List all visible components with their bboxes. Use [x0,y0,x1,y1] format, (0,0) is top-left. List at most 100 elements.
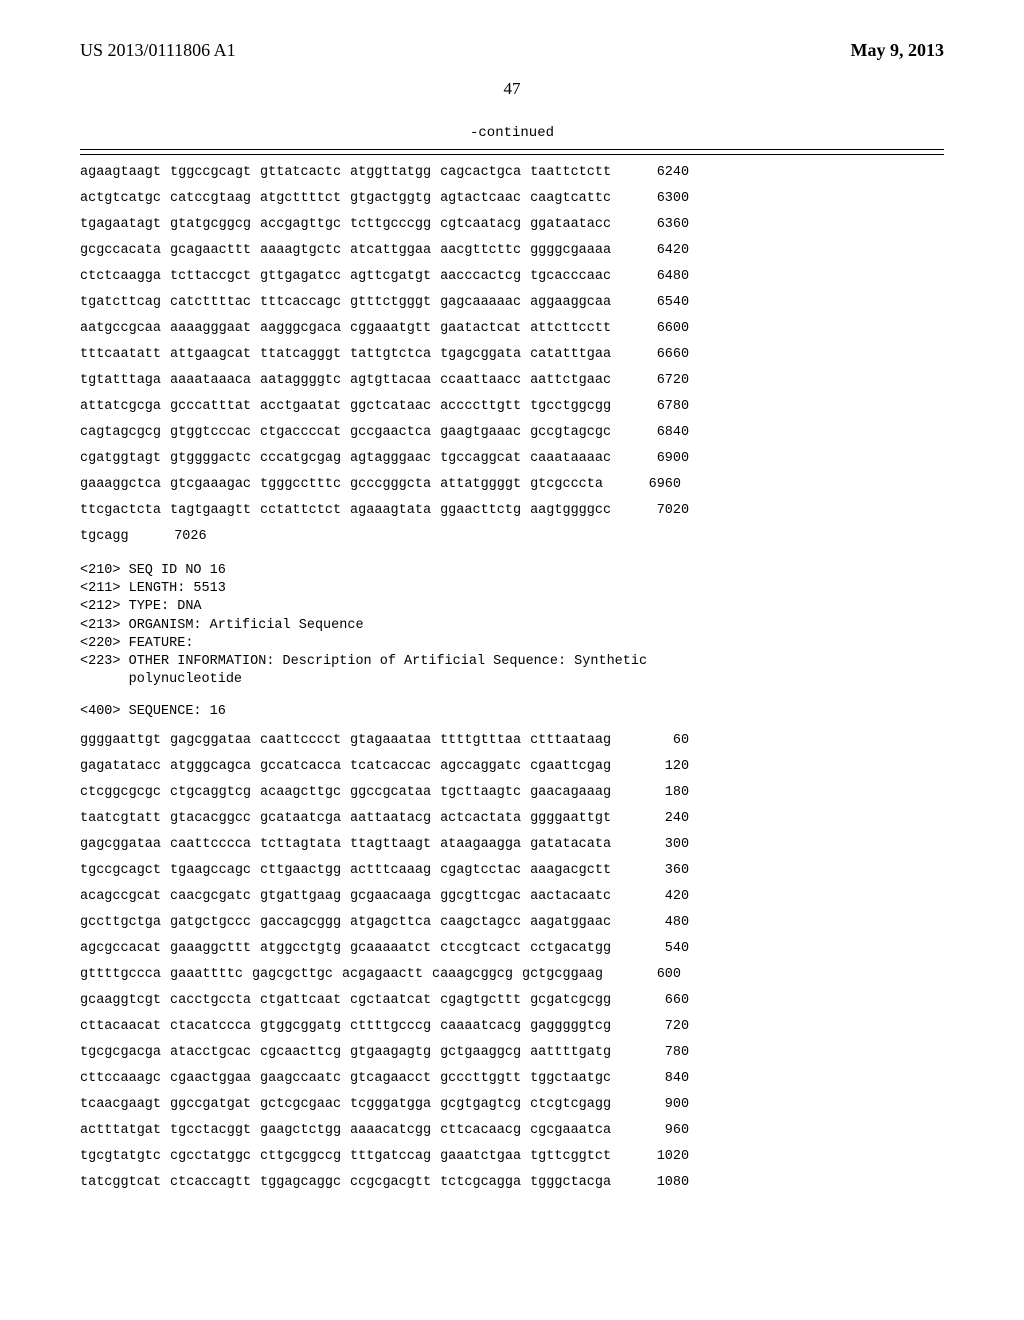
sequence-position: 6660 [639,347,689,362]
sequence-row: tcaacgaagtggccgatgatgctcgcgaactcgggatgga… [80,1097,944,1112]
sequence-row: gagcggataacaattccccatcttagtatattagttaagt… [80,837,944,852]
sequence-group: atacctgcac [170,1045,251,1060]
sequence-row: gccttgctgagatgctgcccgaccagcgggatgagcttca… [80,915,944,930]
sequence-groups: ttcgactctatagtgaagttcctattctctagaaagtata… [80,503,611,518]
sequence-group: cgcctatggc [170,1149,251,1164]
sequence-position: 240 [639,811,689,826]
sequence-row: gaaaggctcagtcgaaagactgggcctttcgcccgggcta… [80,477,944,492]
sequence-row: tgccgcagcttgaagccagccttgaactggactttcaaag… [80,863,944,878]
sequence-group: catccgtaag [170,191,251,206]
sequence-group: gtagaaataa [350,733,431,748]
sequence-group: cttcacaacg [440,1123,521,1138]
sequence-group: cgcgaaatca [530,1123,611,1138]
sequence-groups: agaagtaagttggccgcagtgttatcactcatggttatgg… [80,165,611,180]
sequence-group: ggccgatgat [170,1097,251,1112]
sequence-group: cgcaacttcg [260,1045,341,1060]
sequence-group: acgagaactt [342,967,423,982]
sequence-groups: actgtcatgccatccgtaagatgcttttctgtgactggtg… [80,191,611,206]
sequence-groups: tgccgcagcttgaagccagccttgaactggactttcaaag… [80,863,611,878]
sequence-group: tgcctggcgg [530,399,611,414]
sequence-group: gaacagaaag [530,785,611,800]
sequence-group: cgagtcctac [440,863,521,878]
sequence-row: actttatgattgcctacggtgaagctctggaaaacatcgg… [80,1123,944,1138]
sequence-group: ctgaccccat [260,425,341,440]
sequence-position: 840 [639,1071,689,1086]
sequence-position: 60 [639,733,689,748]
sequence-group: gccatcacca [260,759,341,774]
sequence-position: 480 [639,915,689,930]
sequence-group: gagcgcttgc [252,967,333,982]
sequence-group: gcccgggcta [350,477,431,492]
sequence-row: gcaaggtcgtcacctgcctactgattcaatcgctaatcat… [80,993,944,1008]
sequence-row: agcgccacatgaaaggctttatggcctgtggcaaaaatct… [80,941,944,956]
sequence-row: cttccaaagccgaactggaagaagccaatcgtcagaacct… [80,1071,944,1086]
sequence-group: ggaacttctg [440,503,521,518]
sequence-position: 6780 [639,399,689,414]
sequence-group: ccaattaacc [440,373,521,388]
sequence-group: caattcccct [260,733,341,748]
sequence-group: cctgacatgg [530,941,611,956]
sequence-group: ctccgtcact [440,941,521,956]
sequence-group: gtcgaaagac [170,477,251,492]
sequence-row: tgcgtatgtccgcctatggccttgcggccgtttgatccag… [80,1149,944,1164]
sequence-row: cgatggtagtgtggggactccccatgcgagagtagggaac… [80,451,944,466]
sequence-group: gaatactcat [440,321,521,336]
sequence-group: attatcgcga [80,399,161,414]
sequence-group: gaaaggctca [80,477,161,492]
sequence-groups: gaaaggctcagtcgaaagactgggcctttcgcccgggcta… [80,477,603,492]
sequence-block-top: agaagtaagttggccgcagtgttatcactcatggttatgg… [80,165,944,544]
sequence-position: 300 [639,837,689,852]
sequence-group: cgaattcgag [530,759,611,774]
sequence-group: gtggcggatg [260,1019,341,1034]
sequence-group: tgagcggata [440,347,521,362]
sequence-group: catcttttac [170,295,251,310]
sequence-group: ttttgtttaa [440,733,521,748]
sequence-group: tgcacccaac [530,269,611,284]
sequence-group: atggttatgg [350,165,431,180]
sequence-group: ggcgttcgac [440,889,521,904]
sequence-group: tttgatccag [350,1149,431,1164]
sequence-group: cttttgcccg [350,1019,431,1034]
sequence-group: caacgcgatc [170,889,251,904]
sequence-group: gtacacggcc [170,811,251,826]
sequence-group: tcttagtata [260,837,341,852]
sequence-row: tgatcttcagcatcttttactttcaccagcgtttctgggt… [80,295,944,310]
sequence-group: taatcgtatt [80,811,161,826]
sequence-group: agccaggatc [440,759,521,774]
sequence-group: ggggaattgt [530,811,611,826]
sequence-group: gcaaaaatct [350,941,431,956]
sequence-group: accgagttgc [260,217,341,232]
sequence-position: 960 [639,1123,689,1138]
sequence-group: tcaacgaagt [80,1097,161,1112]
sequence-groups: gttttgcccagaaattttcgagcgcttgcacgagaacttc… [80,967,603,982]
sequence-groups: cagtagcgcggtggtcccacctgaccccatgccgaactca… [80,425,611,440]
sequence-groups: tgcgcgacgaatacctgcaccgcaacttcggtgaagagtg… [80,1045,611,1060]
sequence-group: tagtgaagtt [170,503,251,518]
sequence-group: gatgctgccc [170,915,251,930]
sequence-group: tattgtctca [350,347,431,362]
sequence-group: ctcaccagtt [170,1175,251,1190]
sequence-group: gccgaactca [350,425,431,440]
sequence-position: 6360 [639,217,689,232]
sequence-group: aattctgaac [530,373,611,388]
sequence-group: ggataatacc [530,217,611,232]
sequence-group: ctcgtcgagg [530,1097,611,1112]
sequence-group: taattctctt [530,165,611,180]
sequence-group: tgcgtatgtc [80,1149,161,1164]
sequence-groups: tttcaatattattgaagcatttatcagggttattgtctca… [80,347,611,362]
sequence-group: gttatcactc [260,165,341,180]
sequence-groups: tgagaatagtgtatgcggcgaccgagttgctcttgcccgg… [80,217,611,232]
sequence-groups: gagatataccatgggcagcagccatcaccatcatcaccac… [80,759,611,774]
sequence-groups: actttatgattgcctacggtgaagctctggaaaacatcgg… [80,1123,611,1138]
sequence-position: 360 [639,863,689,878]
sequence-group: gccttgctga [80,915,161,930]
sequence-groups: gagcggataacaattccccatcttagtatattagttaagt… [80,837,611,852]
sequence-position: 6900 [639,451,689,466]
sequence-groups: attatcgcgagcccatttatacctgaatatggctcataac… [80,399,611,414]
sequence-group: tcttaccgct [170,269,251,284]
sequence-group: tgagaatagt [80,217,161,232]
sequence-groups: tgcagg [80,529,129,544]
sequence-group: ctttaataag [530,733,611,748]
sequence-group: aacgttcttc [440,243,521,258]
sequence-group: ctgattcaat [260,993,341,1008]
